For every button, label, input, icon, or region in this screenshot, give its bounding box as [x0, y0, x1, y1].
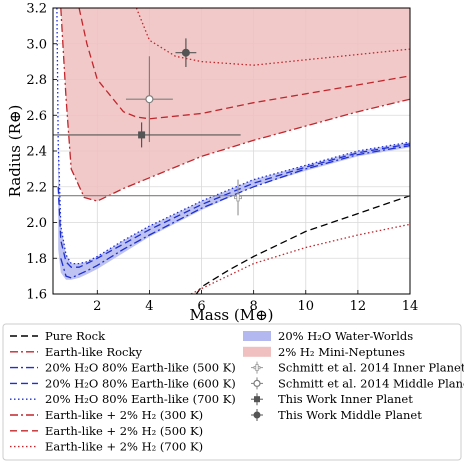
series-line: [60, 144, 410, 279]
point-marker: [181, 48, 190, 57]
legend-entry-label: This Work Middle Planet: [278, 408, 422, 422]
point-marker: [254, 396, 260, 403]
x-tick-label: 4: [145, 299, 153, 314]
legend-entry-label: Earth-like + 2% H₂ (300 K): [45, 408, 203, 422]
legend-entry-label: Earth-like + 2% H₂ (500 K): [45, 424, 203, 438]
x-tick-label: 12: [350, 299, 367, 314]
legend-entry-label: 20% H₂O 80% Earth-like (700 K): [45, 392, 236, 406]
legend-entry-label: Schmitt et al. 2014 Middle Planet: [278, 376, 464, 390]
point-marker: [234, 193, 242, 202]
legend-entry-label: Earth-like Rocky: [45, 345, 142, 359]
marker-bar: [236, 193, 240, 202]
series-line: [135, 8, 410, 66]
y-tick-label: 2.8: [26, 73, 47, 88]
band-area: [60, 8, 410, 202]
y-tick-label: 3.0: [26, 37, 47, 52]
legend-entry-label: 20% H₂O 80% Earth-like (500 K): [45, 361, 236, 375]
model-curves: [56, 8, 410, 294]
series-line: [78, 8, 410, 120]
band-area: [58, 142, 410, 280]
y-tick-label: 2.4: [26, 145, 47, 160]
x-tick-label: 6: [197, 299, 205, 314]
legend-entry-label: Earth-like + 2% H₂ (700 K): [45, 440, 203, 454]
point-marker: [253, 364, 261, 372]
point-marker: [253, 379, 261, 387]
x-tick-label: 10: [297, 299, 314, 314]
point-marker: [138, 131, 146, 139]
series-line: [57, 143, 410, 268]
legend: Pure Rock Earth-like Rocky 20% H₂O 80% Ear…: [2, 323, 464, 461]
legend-patch-swatch: [243, 346, 271, 357]
y-tick-label: 2.2: [26, 180, 47, 195]
series-line: [56, 8, 410, 265]
legend-entry-label: Pure Rock: [45, 329, 106, 343]
legend-entry-label: 20% H₂O 80% Earth-like (600 K): [45, 376, 236, 390]
x-tick-label: 8: [250, 299, 258, 314]
legend-entry-label: 20% H₂O Water-Worlds: [278, 329, 413, 343]
y-axis-label: Radius (R⊕): [6, 105, 24, 198]
marker-bar: [255, 364, 259, 372]
series-line: [195, 195, 410, 294]
axis-ticks: 2 4 6 8 10 12 14 1.6 1.8 2.0 2.2 2.4 2.6 2.8 3.0 3.2: [26, 2, 418, 315]
legend-patch-swatch: [243, 331, 271, 341]
planet-points: [53, 38, 242, 216]
x-tick-label: 14: [402, 299, 419, 314]
legend-entry-label: 2% H₂ Mini-Neptunes: [278, 345, 405, 359]
series-line: [190, 223, 410, 294]
y-tick-label: 2.0: [26, 216, 47, 231]
legend-entry-label: Schmitt et al. 2014 Inner Planet: [278, 361, 464, 375]
y-tick-label: 1.8: [26, 252, 47, 267]
y-tick-label: 1.6: [26, 288, 47, 303]
point-marker: [253, 411, 261, 419]
legend-box: [2, 323, 462, 461]
y-tick-label: 3.2: [26, 2, 47, 17]
x-tick-label: 2: [93, 299, 101, 314]
point-marker: [145, 95, 154, 104]
series-line: [60, 8, 410, 202]
x-axis-label: Mass (M⊕): [189, 306, 273, 324]
model-bands: [58, 8, 410, 280]
legend-entry-label: This Work Inner Planet: [278, 392, 413, 406]
y-tick-label: 2.6: [26, 109, 47, 124]
